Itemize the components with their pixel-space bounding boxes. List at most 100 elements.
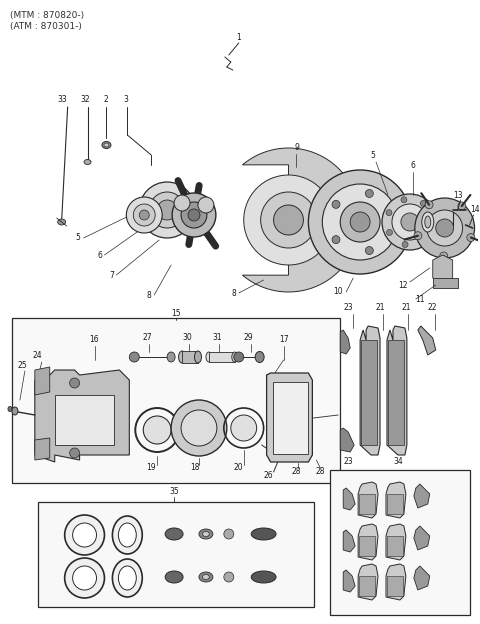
Circle shape xyxy=(332,236,340,243)
Circle shape xyxy=(139,210,149,220)
Polygon shape xyxy=(433,255,453,285)
Text: 23: 23 xyxy=(343,457,353,467)
Circle shape xyxy=(133,204,155,226)
Polygon shape xyxy=(358,482,378,518)
Text: 8: 8 xyxy=(147,291,152,300)
Polygon shape xyxy=(266,373,312,462)
Text: 1: 1 xyxy=(236,32,241,42)
Circle shape xyxy=(188,209,200,221)
Text: 32: 32 xyxy=(81,95,90,104)
Circle shape xyxy=(143,416,171,444)
Bar xyxy=(387,576,403,596)
Ellipse shape xyxy=(58,219,66,225)
Ellipse shape xyxy=(194,351,202,363)
Text: 35: 35 xyxy=(169,487,179,497)
Circle shape xyxy=(157,200,177,220)
Ellipse shape xyxy=(206,352,212,362)
Text: 8: 8 xyxy=(231,288,236,298)
Bar xyxy=(209,352,235,362)
Ellipse shape xyxy=(8,406,12,411)
Text: 24: 24 xyxy=(33,351,43,359)
Circle shape xyxy=(440,252,448,260)
Text: 2: 2 xyxy=(103,95,108,104)
Bar xyxy=(182,351,198,363)
Polygon shape xyxy=(343,570,355,592)
Ellipse shape xyxy=(102,142,111,149)
Circle shape xyxy=(436,219,454,237)
Circle shape xyxy=(340,202,380,242)
Circle shape xyxy=(430,219,436,225)
Ellipse shape xyxy=(104,143,109,147)
Text: 21: 21 xyxy=(375,303,385,313)
Polygon shape xyxy=(358,564,378,600)
Bar xyxy=(12,318,340,483)
Circle shape xyxy=(365,246,373,255)
Bar xyxy=(330,470,469,615)
Polygon shape xyxy=(414,526,430,550)
Circle shape xyxy=(425,201,433,209)
Polygon shape xyxy=(433,278,457,288)
Circle shape xyxy=(224,572,234,582)
Polygon shape xyxy=(343,530,355,552)
Circle shape xyxy=(181,410,217,446)
Bar xyxy=(388,340,404,445)
Text: 20: 20 xyxy=(234,464,243,472)
Circle shape xyxy=(382,194,438,250)
Ellipse shape xyxy=(112,516,142,554)
Circle shape xyxy=(244,175,333,265)
Ellipse shape xyxy=(275,454,283,459)
Polygon shape xyxy=(35,367,50,395)
Text: 18: 18 xyxy=(190,464,200,472)
Bar xyxy=(387,536,403,556)
Circle shape xyxy=(65,515,105,555)
Bar xyxy=(359,536,375,556)
Polygon shape xyxy=(35,438,50,460)
Circle shape xyxy=(126,197,162,233)
Polygon shape xyxy=(386,482,406,518)
Text: 3: 3 xyxy=(123,95,128,104)
Circle shape xyxy=(427,210,463,246)
Circle shape xyxy=(274,205,303,235)
Circle shape xyxy=(308,170,412,274)
Circle shape xyxy=(198,197,214,213)
Ellipse shape xyxy=(425,216,431,228)
Circle shape xyxy=(65,558,105,598)
Ellipse shape xyxy=(165,528,183,540)
Ellipse shape xyxy=(203,575,209,580)
Text: 5: 5 xyxy=(75,233,80,243)
Polygon shape xyxy=(418,326,436,355)
Circle shape xyxy=(392,204,428,240)
Circle shape xyxy=(231,415,257,441)
Polygon shape xyxy=(35,370,129,462)
Text: 14: 14 xyxy=(470,205,480,215)
Text: 11: 11 xyxy=(415,296,425,305)
Text: 13: 13 xyxy=(453,190,462,200)
Text: 19: 19 xyxy=(146,464,156,472)
Circle shape xyxy=(415,198,475,258)
Text: 33: 33 xyxy=(58,95,68,104)
Circle shape xyxy=(129,352,139,362)
Text: (MTM : 870820-): (MTM : 870820-) xyxy=(10,11,84,20)
Text: 28: 28 xyxy=(292,467,301,477)
Ellipse shape xyxy=(251,571,276,583)
Circle shape xyxy=(72,523,96,547)
Ellipse shape xyxy=(12,407,18,415)
Text: 31: 31 xyxy=(212,333,222,343)
Bar xyxy=(55,395,114,445)
Circle shape xyxy=(350,212,370,232)
Ellipse shape xyxy=(199,529,213,539)
Bar xyxy=(359,576,375,596)
Polygon shape xyxy=(386,524,406,560)
Ellipse shape xyxy=(165,571,183,583)
Circle shape xyxy=(181,202,207,228)
Circle shape xyxy=(224,529,234,539)
Circle shape xyxy=(323,184,398,260)
Circle shape xyxy=(401,197,407,203)
Ellipse shape xyxy=(255,351,264,363)
Ellipse shape xyxy=(290,450,306,460)
Circle shape xyxy=(386,210,392,216)
Bar xyxy=(387,494,403,514)
Circle shape xyxy=(139,182,195,238)
Bar xyxy=(359,494,375,514)
Text: 28: 28 xyxy=(315,467,325,477)
